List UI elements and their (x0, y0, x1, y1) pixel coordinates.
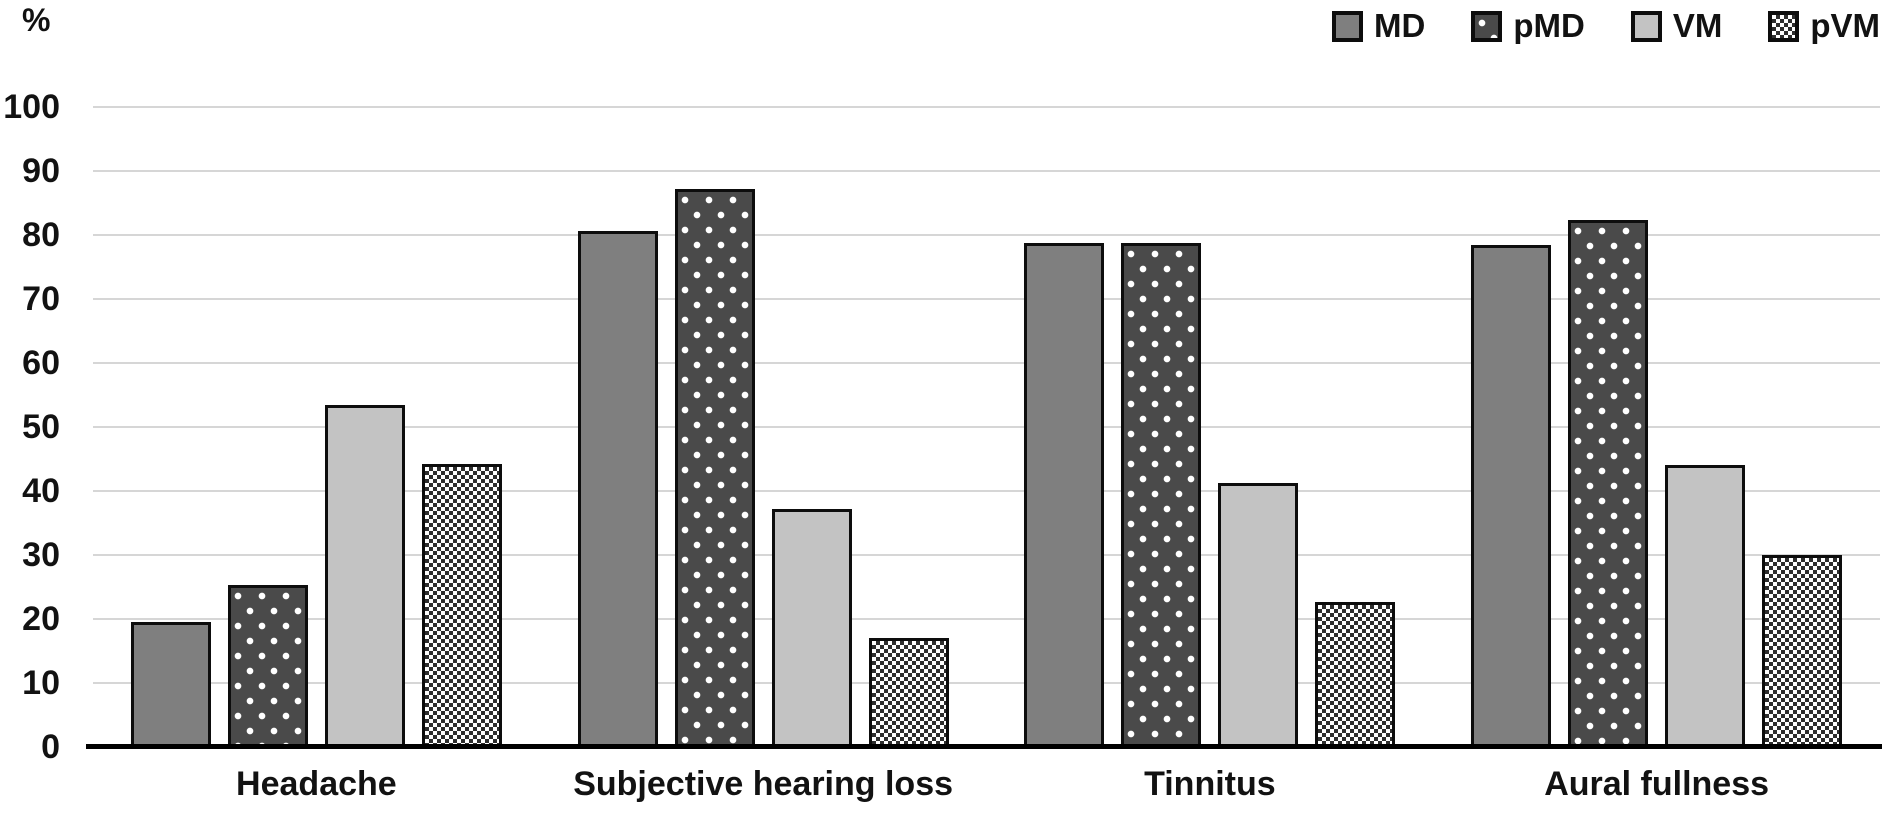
bar-pMD-Headache (227, 585, 308, 747)
legend-item-pVM: pVM (1768, 7, 1880, 45)
gridline-60 (93, 362, 1880, 364)
bar-group-Subjective hearing loss (540, 107, 987, 747)
bar-group-Aural fullness (1433, 107, 1880, 747)
gridline-100 (93, 106, 1880, 108)
y-tick-40: 40 (22, 472, 60, 510)
x-axis-line (86, 744, 1882, 749)
category-label-Tinnitus: Tinnitus (1144, 765, 1276, 803)
legend-label: pMD (1513, 7, 1585, 44)
bar-groups-layer (93, 107, 1880, 747)
gridline-20 (93, 618, 1880, 620)
category-label-Subjective hearing loss: Subjective hearing loss (573, 765, 954, 803)
y-tick-80: 80 (22, 216, 60, 254)
y-tick-0: 0 (41, 728, 60, 766)
legend-item-pMD: pMD (1471, 7, 1585, 45)
bar-MD-Headache (130, 622, 211, 747)
category-label-Headache: Headache (236, 765, 397, 803)
legend-swatch-VM (1630, 10, 1662, 42)
y-tick-20: 20 (22, 600, 60, 638)
bar-pVM-Aural fullness (1762, 555, 1843, 747)
category-axis-labels: Headache Subjective hearing loss Tinnitus A… (93, 765, 1880, 804)
bar-VM-Aural fullness (1665, 465, 1746, 747)
bar-pVM-Tinnitus (1315, 602, 1396, 747)
bar-pVM-Headache (421, 464, 502, 747)
bar-MD-Subjective hearing loss (577, 231, 658, 747)
bar-pMD-Tinnitus (1121, 242, 1202, 747)
y-axis-unit-label: % (22, 2, 51, 38)
y-tick-30: 30 (22, 536, 60, 574)
bar-pMD-Subjective hearing loss (674, 188, 755, 747)
gridline-90 (93, 170, 1880, 172)
bar-MD-Tinnitus (1024, 242, 1105, 747)
gridline-70 (93, 298, 1880, 300)
y-tick-60: 60 (22, 344, 60, 382)
bar-group-Headache (93, 107, 540, 747)
legend-label: pVM (1810, 7, 1880, 44)
gridline-80 (93, 234, 1880, 236)
chart-legend: MD pMD VM pVM (1332, 7, 1880, 45)
y-tick-90: 90 (22, 152, 60, 190)
legend-item-MD: MD (1332, 7, 1425, 45)
legend-label: VM (1672, 7, 1723, 44)
y-tick-100: 100 (3, 88, 60, 126)
bar-MD-Aural fullness (1471, 245, 1552, 747)
bar-VM-Tinnitus (1218, 482, 1299, 747)
bar-pVM-Subjective hearing loss (868, 638, 949, 747)
legend-swatch-pVM (1768, 10, 1800, 42)
legend-label: MD (1374, 7, 1426, 44)
y-tick-50: 50 (22, 408, 60, 446)
gridline-40 (93, 490, 1880, 492)
legend-swatch-MD (1332, 10, 1364, 42)
legend-swatch-pMD (1471, 10, 1503, 42)
bar-group-Tinnitus (987, 107, 1434, 747)
gridline-10 (93, 682, 1880, 684)
category-label-Aural fullness: Aural fullness (1544, 765, 1770, 803)
y-tick-70: 70 (22, 280, 60, 318)
y-tick-10: 10 (22, 664, 60, 702)
bar-VM-Subjective hearing loss (771, 508, 852, 747)
legend-item-VM: VM (1630, 7, 1723, 45)
bar-pMD-Aural fullness (1568, 220, 1649, 747)
bar-VM-Headache (324, 404, 405, 747)
gridline-50 (93, 426, 1880, 428)
gridline-30 (93, 554, 1880, 556)
plot-area (86, 106, 1882, 749)
y-axis-tick-labels: 0 10 20 30 40 50 60 70 80 90 100 (0, 0, 60, 833)
